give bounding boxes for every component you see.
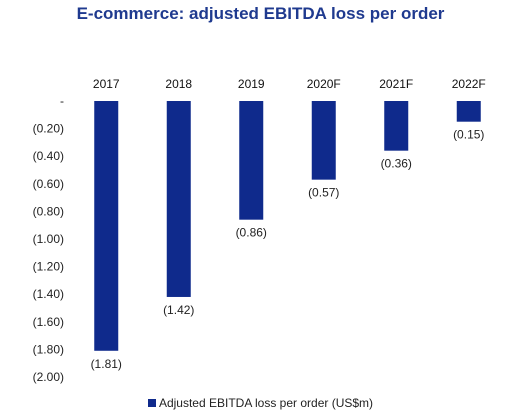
x-category-label: 2022F: [452, 77, 486, 91]
bar: [94, 101, 119, 351]
y-tick-label: (0.60): [33, 177, 64, 191]
bar: [311, 101, 336, 180]
data-label: (0.15): [453, 128, 484, 142]
bar: [456, 101, 481, 122]
y-tick-label: (1.00): [33, 232, 64, 246]
x-category-label: 2017: [93, 77, 120, 91]
data-label: (0.36): [381, 157, 412, 171]
y-tick-label: (1.40): [33, 287, 64, 301]
chart-title: E-commerce: adjusted EBITDA loss per ord…: [76, 4, 445, 23]
y-tick-label: (0.20): [33, 122, 64, 136]
y-tick-label: (1.80): [33, 342, 64, 356]
bar: [166, 101, 191, 297]
y-tick-label: (1.60): [33, 315, 64, 329]
data-label: (0.57): [308, 186, 339, 200]
x-category-label: 2021F: [379, 77, 413, 91]
data-label: (0.86): [236, 226, 267, 240]
x-category-label: 2018: [165, 77, 192, 91]
y-tick-label: (0.40): [33, 149, 64, 163]
legend-swatch: [147, 399, 156, 407]
y-tick-label: (2.00): [33, 370, 64, 384]
data-label: (1.42): [163, 303, 194, 317]
y-tick-label: -: [60, 94, 64, 108]
legend-label: Adjusted EBITDA loss per order (US$m): [158, 396, 374, 410]
legend: Adjusted EBITDA loss per order (US$m): [0, 396, 521, 410]
data-label: (1.81): [91, 357, 122, 371]
bar: [384, 101, 409, 151]
x-category-label: 2019: [238, 77, 265, 91]
y-tick-label: (0.80): [33, 204, 64, 218]
bar: [239, 101, 264, 220]
y-tick-label: (1.20): [33, 260, 64, 274]
x-category-label: 2020F: [307, 77, 341, 91]
